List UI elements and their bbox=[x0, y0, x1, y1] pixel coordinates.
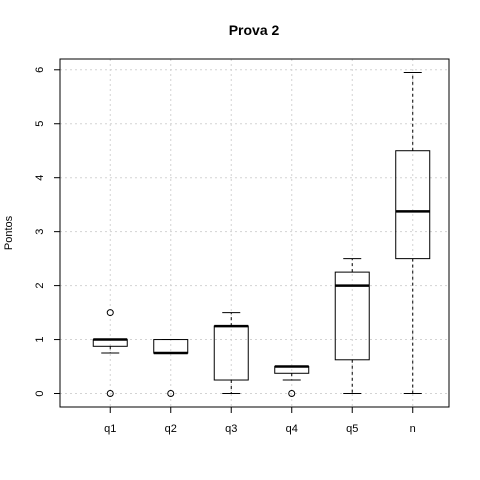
y-tick-label-3: 3 bbox=[34, 229, 46, 235]
outlier-q2-0 bbox=[167, 390, 175, 398]
axes: 0 1 2 3 4 5 6 q1 q2 q3 q4 q5 n bbox=[34, 58, 450, 435]
x-tick-label-q2: q2 bbox=[165, 423, 177, 435]
iqr-box-n bbox=[395, 150, 431, 260]
y-tick-label-1: 1 bbox=[34, 336, 46, 342]
outlier-q1-1 bbox=[106, 390, 114, 398]
box-q2 bbox=[153, 339, 189, 398]
iqr-box-q2 bbox=[153, 339, 189, 354]
box-n bbox=[395, 71, 431, 395]
y-tick-label-4: 4 bbox=[34, 175, 46, 181]
box-q3 bbox=[213, 312, 249, 395]
box-q1 bbox=[92, 309, 128, 398]
x-tick-label-q1: q1 bbox=[104, 423, 116, 435]
y-tick-label-5: 5 bbox=[34, 121, 46, 127]
outlier-q1-0 bbox=[106, 309, 114, 317]
x-tick-label-q3: q3 bbox=[225, 423, 237, 435]
outlier-q4-0 bbox=[288, 390, 296, 398]
y-tick-label-2: 2 bbox=[34, 283, 46, 289]
x-tick-label-q5: q5 bbox=[346, 423, 358, 435]
plot-marks bbox=[92, 71, 431, 398]
y-tick-label-6: 6 bbox=[34, 67, 46, 73]
plot-frame bbox=[59, 58, 450, 408]
chart-title: Prova 2 bbox=[229, 22, 280, 38]
box-q4 bbox=[274, 365, 310, 398]
y-tick-label-0: 0 bbox=[34, 390, 46, 396]
x-tick-label-q4: q4 bbox=[286, 423, 298, 435]
box-q5 bbox=[334, 258, 370, 395]
grid bbox=[60, 59, 449, 407]
y-axis-label: Pontos bbox=[3, 215, 15, 250]
x-tick-label-n: n bbox=[410, 423, 416, 435]
iqr-box-q5 bbox=[334, 271, 370, 361]
